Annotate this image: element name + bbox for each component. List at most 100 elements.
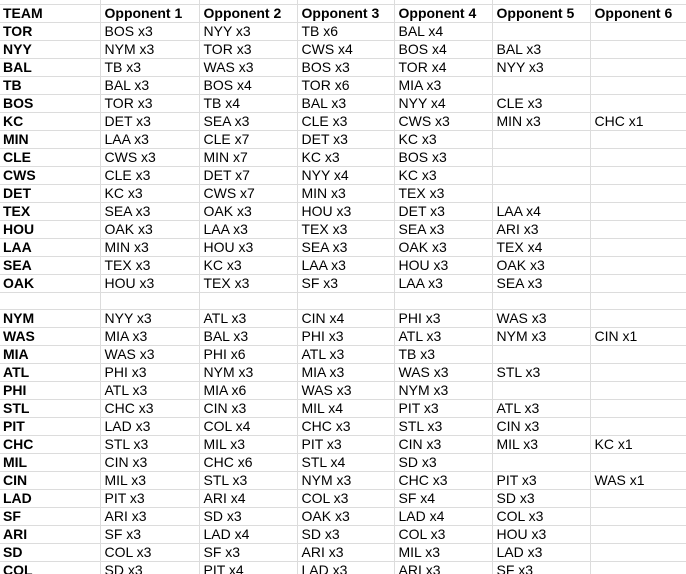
opponent-cell[interactable]: TB x3	[100, 58, 200, 77]
opponent-cell[interactable]: STL x3	[492, 363, 591, 383]
opponent-cell[interactable]: CIN x1	[590, 327, 686, 347]
team-cell[interactable]: ATL	[0, 363, 101, 383]
opponent-cell[interactable]: MIN x7	[199, 148, 298, 167]
opponent-cell[interactable]	[297, 292, 395, 311]
opponent-cell[interactable]: CHC x3	[100, 399, 200, 419]
opponent-cell[interactable]	[590, 561, 686, 574]
opponent-cell[interactable]	[590, 220, 686, 239]
team-cell[interactable]: NYY	[0, 40, 101, 59]
opponent-cell[interactable]	[590, 274, 686, 293]
opponent-cell[interactable]: BOS x4	[199, 76, 298, 95]
opponent-cell[interactable]: SD x3	[100, 561, 200, 574]
opponent-cell[interactable]: MIN x3	[297, 184, 395, 203]
opponent-cell[interactable]: TEX x3	[394, 184, 493, 203]
opponent-cell[interactable]	[590, 184, 686, 203]
opponent-cell[interactable]: CLE x3	[492, 94, 591, 113]
opponent-cell[interactable]: MIL x4	[297, 399, 395, 419]
opponent-cell[interactable]	[590, 309, 686, 329]
column-header-opponent-1[interactable]: Opponent 1	[100, 4, 200, 23]
opponent-cell[interactable]: OAK x3	[199, 202, 298, 221]
opponent-cell[interactable]: PIT x3	[394, 399, 493, 419]
opponent-cell[interactable]: BAL x4	[394, 22, 493, 41]
opponent-cell[interactable]: HOU x3	[492, 525, 591, 545]
opponent-cell[interactable]: HOU x3	[100, 274, 200, 293]
opponent-cell[interactable]: WAS x1	[590, 471, 686, 491]
column-header-opponent-4[interactable]: Opponent 4	[394, 4, 493, 23]
team-cell[interactable]: SF	[0, 507, 101, 527]
opponent-cell[interactable]: MIA x3	[297, 363, 395, 383]
opponent-cell[interactable]: WAS x3	[100, 345, 200, 365]
team-cell[interactable]: CWS	[0, 166, 101, 185]
opponent-cell[interactable]: SF x3	[100, 525, 200, 545]
opponent-cell[interactable]: NYY x4	[394, 94, 493, 113]
opponent-cell[interactable]: CIN x3	[199, 399, 298, 419]
opponent-cell[interactable]: LAA x3	[199, 220, 298, 239]
opponent-cell[interactable]: PHI x3	[100, 363, 200, 383]
team-cell[interactable]: MIA	[0, 345, 101, 365]
opponent-cell[interactable]	[590, 453, 686, 473]
opponent-cell[interactable]: HOU x3	[394, 256, 493, 275]
opponent-cell[interactable]: CHC x3	[394, 471, 493, 491]
team-cell[interactable]: TEX	[0, 202, 101, 221]
team-cell[interactable]: CIN	[0, 471, 101, 491]
opponent-cell[interactable]	[590, 148, 686, 167]
opponent-cell[interactable]: NYM x3	[394, 381, 493, 401]
opponent-cell[interactable]: KC x3	[100, 184, 200, 203]
opponent-cell[interactable]	[492, 381, 591, 401]
team-cell[interactable]: CLE	[0, 148, 101, 167]
opponent-cell[interactable]: STL x3	[100, 435, 200, 455]
opponent-cell[interactable]: TEX x4	[492, 238, 591, 257]
opponent-cell[interactable]	[492, 130, 591, 149]
column-header-team[interactable]: TEAM	[0, 4, 101, 23]
opponent-cell[interactable]	[590, 345, 686, 365]
opponent-cell[interactable]: COL x4	[199, 417, 298, 437]
team-cell[interactable]: SEA	[0, 256, 101, 275]
opponent-cell[interactable]: TB x6	[297, 22, 395, 41]
opponent-cell[interactable]: SD x3	[297, 525, 395, 545]
opponent-cell[interactable]: TEX x3	[100, 256, 200, 275]
opponent-cell[interactable]: KC x3	[199, 256, 298, 275]
opponent-cell[interactable]: SF x3	[492, 561, 591, 574]
opponent-cell[interactable]: MIN x3	[492, 112, 591, 131]
opponent-cell[interactable]	[492, 345, 591, 365]
opponent-cell[interactable]: COL x3	[394, 525, 493, 545]
opponent-cell[interactable]: NYY x3	[100, 309, 200, 329]
opponent-cell[interactable]: WAS x3	[492, 309, 591, 329]
opponent-cell[interactable]: DET x3	[297, 130, 395, 149]
opponent-cell[interactable]: ARI x4	[199, 489, 298, 509]
opponent-cell[interactable]: CIN x4	[297, 309, 395, 329]
opponent-cell[interactable]: NYY x3	[199, 22, 298, 41]
opponent-cell[interactable]: LAD x4	[199, 525, 298, 545]
team-cell[interactable]: DET	[0, 184, 101, 203]
team-cell[interactable]: HOU	[0, 220, 101, 239]
team-cell[interactable]: NYM	[0, 309, 101, 329]
team-cell[interactable]: CHC	[0, 435, 101, 455]
opponent-cell[interactable]	[590, 238, 686, 257]
opponent-cell[interactable]: HOU x3	[199, 238, 298, 257]
opponent-cell[interactable]: ATL x3	[199, 309, 298, 329]
opponent-cell[interactable]	[590, 40, 686, 59]
column-header-opponent-3[interactable]: Opponent 3	[297, 4, 395, 23]
opponent-cell[interactable]: OAK x3	[394, 238, 493, 257]
opponent-cell[interactable]	[492, 166, 591, 185]
opponent-cell[interactable]: MIA x6	[199, 381, 298, 401]
opponent-cell[interactable]: OAK x3	[297, 507, 395, 527]
team-cell[interactable]: KC	[0, 112, 101, 131]
team-cell[interactable]: TOR	[0, 22, 101, 41]
opponent-cell[interactable]: DET x3	[394, 202, 493, 221]
opponent-cell[interactable]: CIN x3	[492, 417, 591, 437]
opponent-cell[interactable]: NYY x4	[297, 166, 395, 185]
opponent-cell[interactable]: LAD x3	[297, 561, 395, 574]
opponent-cell[interactable]: MIL x3	[199, 435, 298, 455]
team-cell[interactable]: WAS	[0, 327, 101, 347]
opponent-cell[interactable]	[590, 507, 686, 527]
opponent-cell[interactable]: MIL x3	[394, 543, 493, 563]
opponent-cell[interactable]: MIA x3	[100, 327, 200, 347]
opponent-cell[interactable]: SF x4	[394, 489, 493, 509]
opponent-cell[interactable]	[492, 184, 591, 203]
opponent-cell[interactable]: WAS x3	[394, 363, 493, 383]
team-cell[interactable]: BOS	[0, 94, 101, 113]
opponent-cell[interactable]: MIA x3	[394, 76, 493, 95]
opponent-cell[interactable]: CLE x3	[100, 166, 200, 185]
opponent-cell[interactable]	[590, 166, 686, 185]
